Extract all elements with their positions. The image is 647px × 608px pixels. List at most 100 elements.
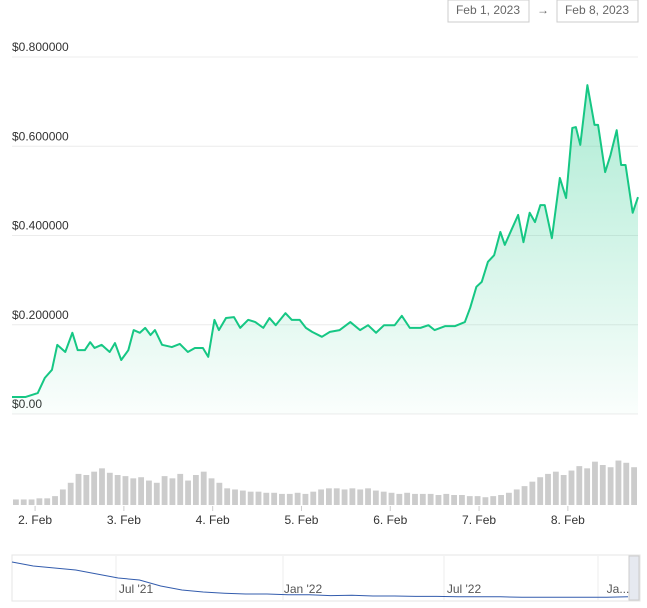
volume-bar xyxy=(341,489,348,505)
volume-bar xyxy=(318,489,324,505)
volume-bar xyxy=(302,493,309,505)
volume-bar xyxy=(59,489,66,505)
volume-bar xyxy=(443,493,450,505)
volume-bar xyxy=(177,473,184,505)
navigator-label: Jul '21 xyxy=(119,582,154,596)
volume-bar xyxy=(271,492,278,505)
y-tick-label: $0.800000 xyxy=(12,40,69,54)
date-to[interactable]: Feb 8, 2023 xyxy=(565,3,629,17)
x-tick-label: 8. Feb xyxy=(551,513,585,527)
volume-bar xyxy=(435,495,442,505)
volume-bar xyxy=(286,493,293,505)
volume-bar xyxy=(91,471,98,505)
volume-bar xyxy=(122,476,129,505)
volume-bar xyxy=(106,472,113,505)
volume-bar xyxy=(592,461,598,505)
volume-bar xyxy=(326,488,332,505)
volume-bar xyxy=(365,488,371,505)
navigator-label: Jan '22 xyxy=(284,582,323,596)
volume-bar xyxy=(130,478,137,505)
volume-bar xyxy=(615,460,622,505)
volume-bar xyxy=(357,489,364,505)
volume-bar xyxy=(247,491,254,505)
volume-bar xyxy=(388,492,395,505)
price-area xyxy=(12,85,638,415)
volume-bar xyxy=(239,490,246,505)
volume-bar xyxy=(349,488,356,505)
volume-bar xyxy=(490,496,497,505)
volume-bar xyxy=(36,498,43,505)
volume-bar xyxy=(412,493,418,505)
volume-bar xyxy=(67,482,74,505)
volume-bar xyxy=(607,467,614,505)
volume-bar xyxy=(545,473,551,505)
x-tick-label: 4. Feb xyxy=(196,513,230,527)
volume-bar xyxy=(28,499,35,505)
volume-bar xyxy=(13,499,19,505)
volume-bar xyxy=(169,478,176,505)
volume-bar xyxy=(263,492,270,505)
volume-bar xyxy=(20,499,27,505)
volume-bar xyxy=(372,490,379,505)
volume-bar xyxy=(83,475,90,505)
volume-bar xyxy=(552,471,559,505)
volume-bar xyxy=(294,492,301,505)
volume-bar xyxy=(279,493,285,505)
x-tick-label: 7. Feb xyxy=(462,513,496,527)
volume-bar xyxy=(568,470,575,505)
volume-bar xyxy=(513,489,520,505)
x-tick-label: 3. Feb xyxy=(107,513,141,527)
volume-bar xyxy=(216,482,223,505)
volume-bar xyxy=(333,488,340,505)
y-tick-label: $0.600000 xyxy=(12,129,69,143)
volume-bar xyxy=(153,482,160,505)
volume-bar xyxy=(474,496,481,505)
volume-bar xyxy=(560,475,567,505)
volume-bar xyxy=(208,478,215,505)
navigator-label: Jul '22 xyxy=(447,582,482,596)
volume-bar xyxy=(161,476,168,505)
date-to-box[interactable] xyxy=(556,0,639,23)
volume-bar xyxy=(599,465,606,505)
y-tick-label: $0.400000 xyxy=(12,219,69,233)
volume-bar xyxy=(505,492,512,505)
volume-bar xyxy=(396,493,403,505)
volume-bar xyxy=(466,496,473,505)
volume-bar xyxy=(419,493,426,505)
volume-bar xyxy=(138,477,145,505)
y-tick-label: $0.200000 xyxy=(12,308,69,322)
volume-bar xyxy=(498,495,504,505)
date-from-box[interactable] xyxy=(447,0,530,23)
volume-bar xyxy=(576,466,583,505)
navigator-handle[interactable] xyxy=(628,555,640,601)
volume-bar xyxy=(529,481,536,505)
x-tick-label: 6. Feb xyxy=(373,513,407,527)
volume-bar xyxy=(114,475,121,505)
volume-bar xyxy=(146,480,152,505)
volume-bar xyxy=(224,488,231,505)
volume-bar xyxy=(459,495,465,505)
volume-bar xyxy=(451,495,458,505)
volume-bar xyxy=(482,497,489,505)
volume-bar xyxy=(623,462,630,505)
volume-bar xyxy=(380,491,387,505)
volume-bar xyxy=(521,486,528,505)
navigator-label: Ja... xyxy=(607,582,630,596)
volume-bar xyxy=(404,492,411,505)
volume-bar xyxy=(44,498,51,505)
date-from[interactable]: Feb 1, 2023 xyxy=(456,3,520,17)
volume-bar xyxy=(584,468,591,505)
volume-bar xyxy=(200,471,207,505)
volume-bar xyxy=(232,489,238,505)
volume-bar xyxy=(631,467,637,505)
volume-bar xyxy=(75,473,82,505)
x-tick-label: 5. Feb xyxy=(284,513,318,527)
volume-bar xyxy=(427,493,434,505)
volume-bar xyxy=(99,468,105,505)
price-line xyxy=(12,84,639,399)
volume-bar xyxy=(192,475,199,505)
navigator-frame xyxy=(11,554,641,602)
date-arrow: → xyxy=(537,3,549,17)
volume-bar xyxy=(52,496,58,505)
